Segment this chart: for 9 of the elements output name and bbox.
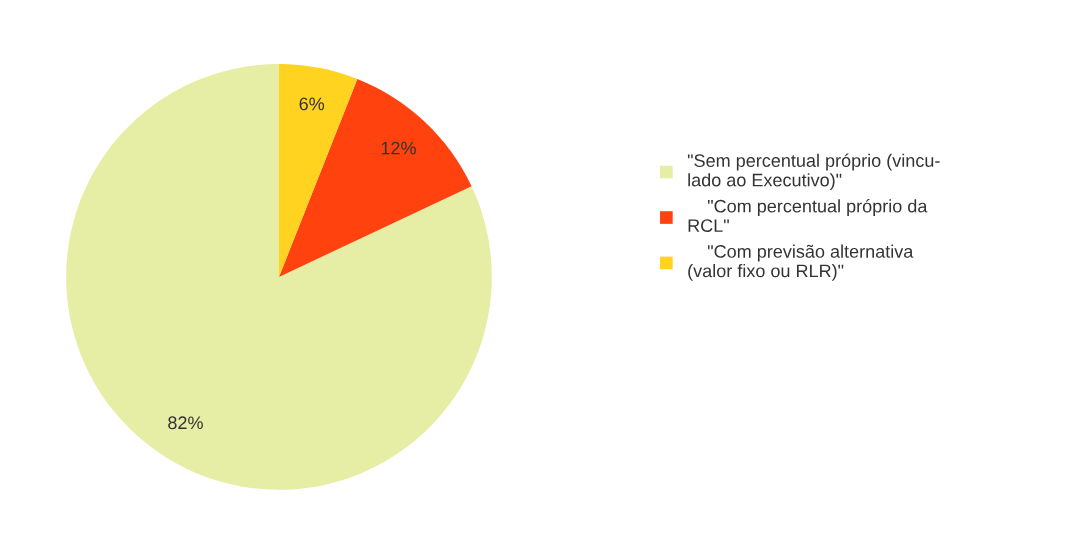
data-label: 6% [299,97,325,111]
data-label: 82% [168,416,203,430]
pie-slice [278,64,358,277]
legend-label: "Com previsão alternativa (valor fixo ou RLR)" [688,244,914,281]
data-label: 12% [381,141,416,155]
pie-slice [66,64,492,490]
legend-label: "Com percentual próprio da RCL" [688,199,928,232]
legend-label: "Sem percentual próprio (vincu- lado ao Executivo)" [687,153,940,191]
pie-slice [278,79,472,277]
